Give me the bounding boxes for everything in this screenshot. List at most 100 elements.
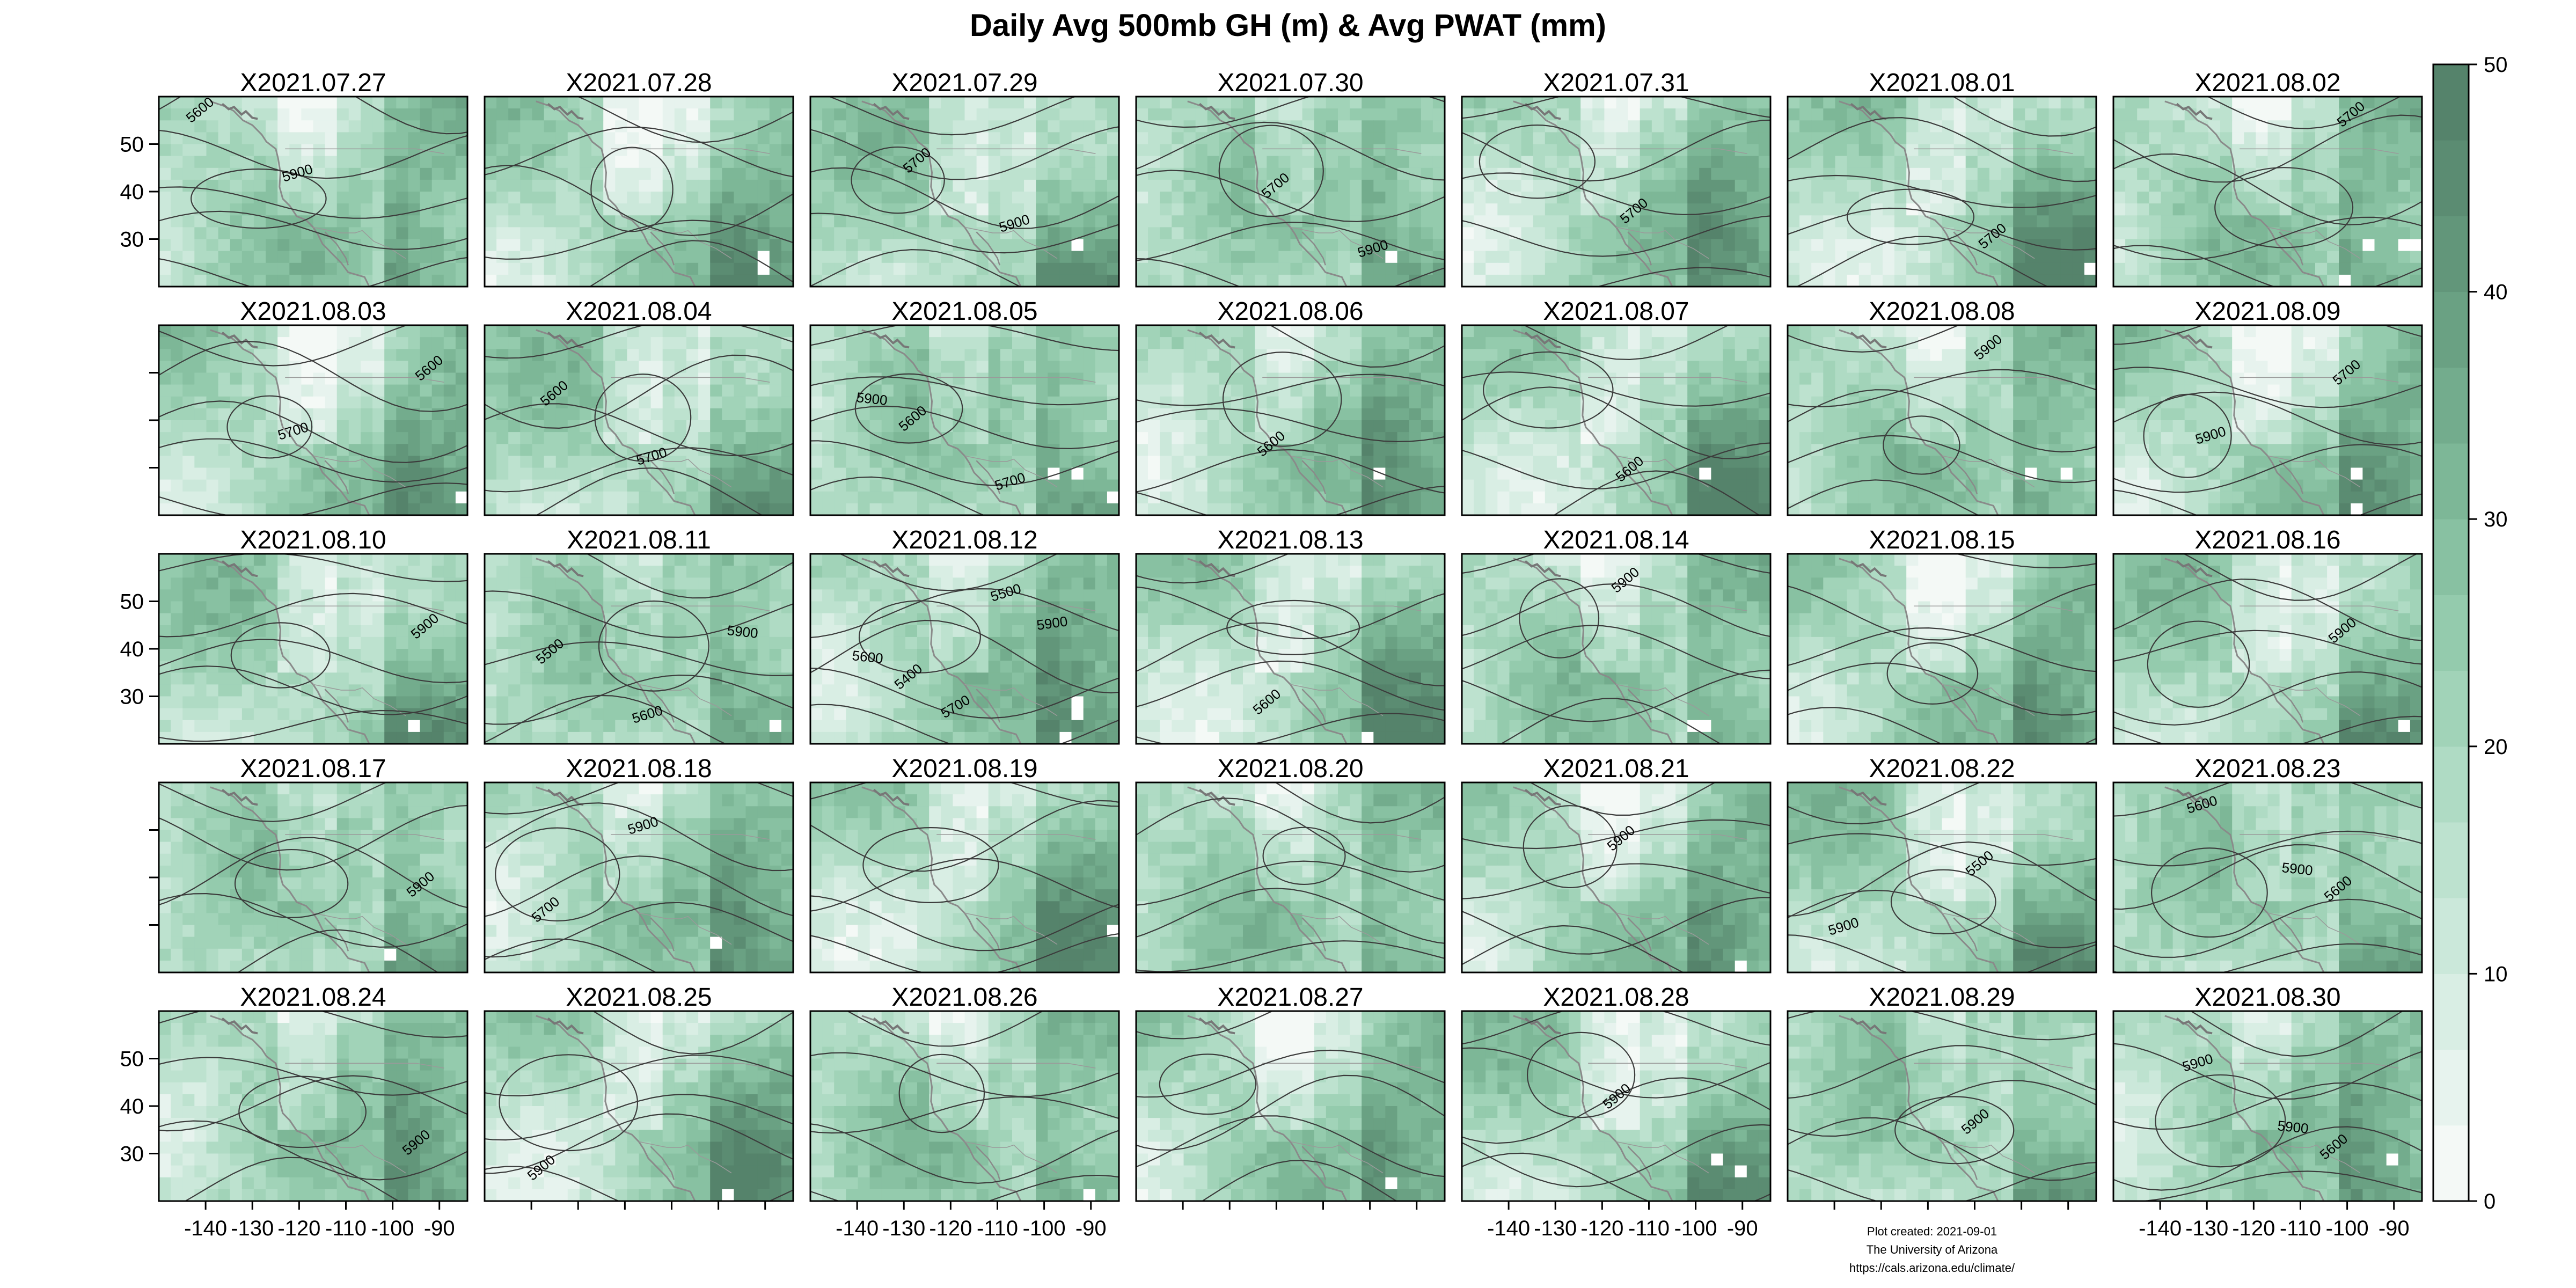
pwat-cell [2374, 262, 2387, 275]
pwat-cell [579, 227, 592, 240]
pwat-cell [2072, 156, 2085, 169]
pwat-cell [1788, 108, 1800, 121]
pwat-cell [1823, 179, 1835, 192]
pwat-cell [2351, 179, 2363, 192]
pwat-cell [603, 432, 616, 444]
pwat-cell [266, 456, 278, 469]
pwat-cell [591, 227, 604, 240]
pwat-cell [881, 144, 894, 157]
pwat-cell [1835, 215, 1848, 228]
pwat-cell [1195, 192, 1208, 204]
gh-contour-ridge [594, 374, 692, 462]
pwat-cell [1071, 167, 1084, 180]
pwat-cell [881, 420, 894, 433]
pwat-cell [674, 167, 687, 180]
pwat-cell [722, 120, 734, 133]
pwat-cell [1421, 167, 1433, 180]
pwat-cell [639, 132, 652, 145]
pwat-cell [2161, 120, 2174, 133]
pwat-cell [218, 372, 231, 385]
pwat-cell [1326, 251, 1338, 264]
pwat-cell [2161, 132, 2174, 145]
pwat-cell [313, 167, 326, 180]
pwat-cell [905, 444, 918, 456]
pwat-cell [1071, 179, 1084, 192]
pwat-cell [1711, 262, 1724, 275]
pwat-cell [1290, 349, 1303, 361]
pwat-cell [1421, 491, 1433, 504]
pwat-cell [1195, 349, 1208, 361]
pwat-cell [1172, 337, 1184, 349]
pwat-cell [905, 251, 918, 264]
pwat-cell [858, 192, 870, 204]
pwat-cell [230, 179, 243, 192]
pwat-cell [420, 239, 433, 252]
pwat-cell [1870, 120, 1883, 133]
pwat-cell [1183, 167, 1196, 180]
pwat-cell [1521, 262, 1534, 275]
pwat-cell [1012, 396, 1024, 409]
us-canada-border [2240, 148, 2399, 154]
pwat-cell [485, 144, 497, 157]
pwat-cell [781, 479, 793, 492]
pwat-cell [372, 337, 385, 349]
pwat-cell [810, 144, 823, 157]
pwat-cell [230, 432, 243, 444]
pwat-cell [508, 479, 521, 492]
basemap [1513, 100, 1747, 287]
pwat-cell [384, 215, 397, 228]
pwat-cell [1385, 251, 1398, 264]
pwat-cell [1509, 132, 1522, 145]
pwat-cell [810, 215, 823, 228]
pwat-cell [2244, 120, 2256, 133]
pwat-cell [1953, 132, 1966, 145]
pwat-cell [325, 479, 338, 492]
pwat-cell [277, 361, 290, 374]
pwat-cell [745, 262, 758, 275]
pwat-cell [420, 456, 433, 469]
pwat-cell [917, 156, 930, 169]
pwat-cell [508, 108, 521, 121]
pwat-cell [1243, 227, 1255, 240]
pwat-cell [1758, 108, 1770, 121]
pwat-cell [881, 349, 894, 361]
pwat-cell [508, 192, 521, 204]
pwat-cell [455, 372, 467, 385]
pwat-cell [917, 479, 930, 492]
panel-date-label: X2021.07.31 [1543, 69, 1689, 97]
pwat-cell [2398, 262, 2411, 275]
pwat-cell [734, 467, 747, 480]
pwat-cell [348, 420, 361, 433]
pwat-cell [1207, 179, 1220, 192]
pwat-cell [567, 384, 580, 397]
pwat-cell [420, 132, 433, 145]
pwat-cell [1894, 120, 1907, 133]
pwat-cell [1000, 503, 1013, 515]
pwat-cell [496, 444, 509, 456]
pwat-cell [2386, 203, 2399, 216]
pwat-cell [1545, 361, 1557, 374]
pwat-cell [485, 420, 497, 433]
pwat-cell [1723, 349, 1736, 361]
pwat-cell [443, 349, 456, 361]
pwat-cell [372, 192, 385, 204]
gulf-coastline [324, 460, 349, 494]
pwat-cell [420, 396, 433, 409]
pwat-cell [1148, 456, 1160, 469]
pwat-cell [1314, 432, 1327, 444]
pwat-cell [1267, 179, 1279, 192]
pwat-cell [710, 108, 722, 121]
pwat-cell [1036, 203, 1048, 216]
pwat-cell [266, 251, 278, 264]
pwat-cell [313, 251, 326, 264]
pwat-cell [520, 349, 532, 361]
pwat-cell [1556, 203, 1569, 216]
pwat-cell [834, 396, 846, 409]
pwat-cell [2125, 239, 2138, 252]
pwat-cell [1640, 144, 1652, 157]
pwat-cell [396, 361, 408, 374]
pwat-cell [953, 503, 965, 515]
pwat-cell [532, 192, 545, 204]
pwat-cell [769, 408, 782, 421]
pwat-cell [2267, 274, 2280, 287]
